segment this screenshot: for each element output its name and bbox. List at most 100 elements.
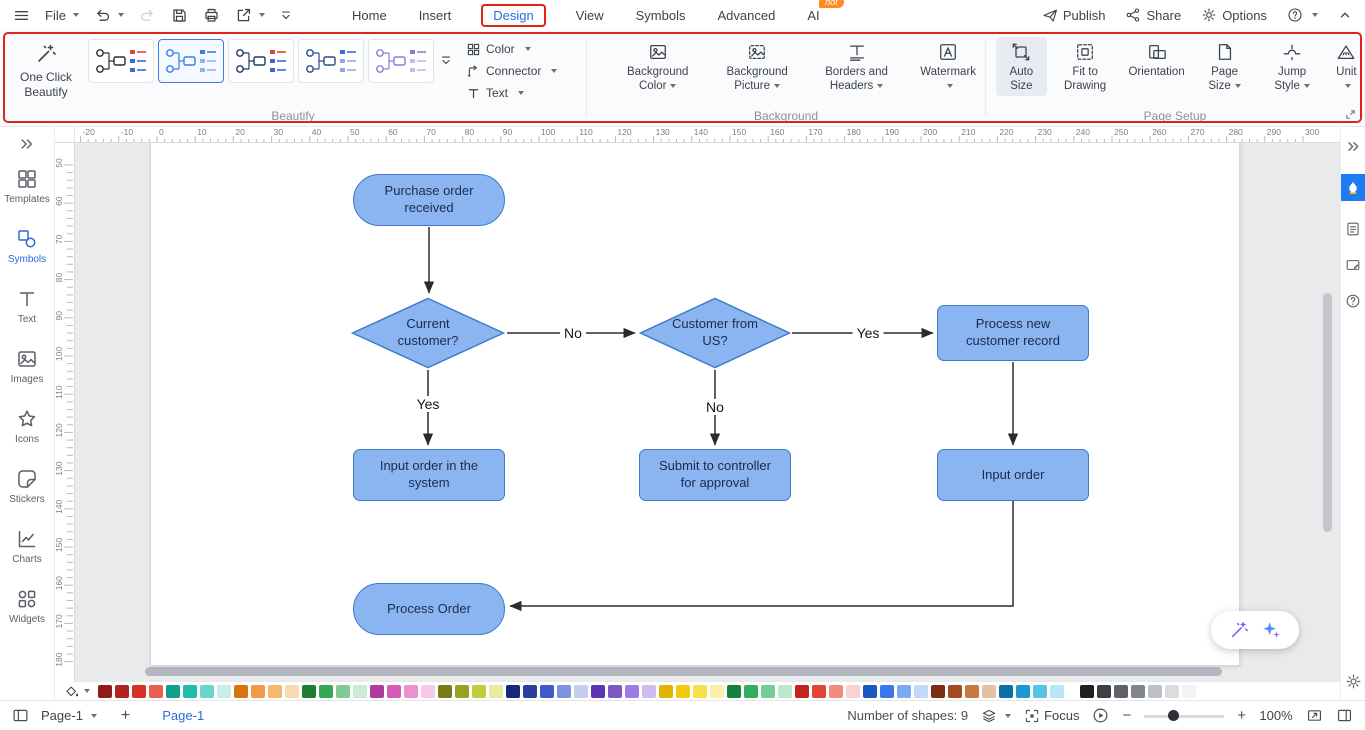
watermark-button[interactable]: Watermark [911, 37, 985, 96]
color-swatch[interactable] [506, 684, 520, 698]
gray-swatch[interactable] [1182, 684, 1196, 698]
gray-swatch[interactable] [1148, 684, 1162, 698]
color-swatch[interactable] [557, 684, 571, 698]
color-swatch[interactable] [115, 684, 129, 698]
tab-view[interactable]: View [574, 5, 606, 26]
sidebar-item-charts[interactable]: Charts [0, 516, 55, 576]
toolbar-more-button[interactable] [277, 7, 295, 23]
auto-size-button[interactable]: Auto Size [996, 37, 1047, 96]
document-panel-button[interactable] [1345, 221, 1361, 237]
flowchart-node[interactable]: Submit to controller for approval [639, 449, 791, 501]
color-swatch[interactable] [149, 684, 163, 698]
zoom-slider-thumb[interactable] [1168, 710, 1180, 721]
gray-swatch[interactable] [1114, 684, 1128, 698]
background-color-button[interactable]: Background Color [613, 37, 702, 96]
flowchart-node[interactable]: Purchase order received [353, 174, 505, 226]
fill-color-button[interactable] [65, 684, 90, 699]
color-swatch[interactable] [387, 684, 401, 698]
collapse-panel-button[interactable] [1346, 139, 1361, 154]
flowchart-node[interactable]: Input order [937, 449, 1089, 501]
color-swatch[interactable] [98, 684, 112, 698]
side-panel-toggle-button[interactable] [1336, 707, 1353, 724]
color-swatch[interactable] [812, 684, 826, 698]
sidebar-item-stickers[interactable]: Stickers [0, 456, 55, 516]
drawing-canvas[interactable]: Purchase order received Current customer?… [75, 143, 1340, 682]
gray-swatch[interactable] [1097, 684, 1111, 698]
color-swatch[interactable] [931, 684, 945, 698]
layers-button[interactable] [981, 708, 1012, 724]
presentation-play-button[interactable] [1092, 707, 1109, 724]
orientation-button[interactable]: Orientation [1123, 37, 1189, 96]
settings-button[interactable] [1345, 673, 1362, 690]
whiteboard-panel-button[interactable] [1345, 257, 1361, 273]
connector-dropdown[interactable]: Connector [467, 61, 558, 81]
color-swatch[interactable] [761, 684, 775, 698]
gray-swatch[interactable] [1080, 684, 1094, 698]
color-swatch[interactable] [846, 684, 860, 698]
color-swatch[interactable] [710, 684, 724, 698]
color-swatch[interactable] [982, 684, 996, 698]
sidebar-item-images[interactable]: Images [0, 336, 55, 396]
color-swatch[interactable] [1050, 684, 1064, 698]
beautify-style-4[interactable] [298, 39, 364, 83]
tab-advanced[interactable]: Advanced [715, 5, 777, 26]
beautify-style-3[interactable] [228, 39, 294, 83]
gray-swatch[interactable] [1131, 684, 1145, 698]
share-button[interactable]: Share [1122, 5, 1184, 25]
color-swatch[interactable] [591, 684, 605, 698]
undo-button[interactable] [91, 5, 127, 26]
flowchart-node[interactable]: Current customer? [351, 297, 505, 369]
color-swatch[interactable] [132, 684, 146, 698]
color-swatch[interactable] [829, 684, 843, 698]
text-dropdown[interactable]: Text [467, 83, 557, 103]
help-panel-button[interactable] [1345, 293, 1361, 309]
color-swatch[interactable] [948, 684, 962, 698]
color-swatch[interactable] [183, 684, 197, 698]
expand-sidebar-button[interactable] [19, 136, 35, 152]
color-swatch[interactable] [778, 684, 792, 698]
print-button[interactable] [200, 5, 223, 26]
color-swatch[interactable] [336, 684, 350, 698]
tab-symbols[interactable]: Symbols [634, 5, 688, 26]
flowchart-connector[interactable] [509, 501, 1014, 612]
add-page-button[interactable]: + [120, 706, 131, 724]
horizontal-scrollbar[interactable] [145, 667, 1222, 676]
color-swatch[interactable] [455, 684, 469, 698]
tab-ai[interactable]: AI hot [805, 0, 844, 26]
color-swatch[interactable] [353, 684, 367, 698]
color-swatch[interactable] [693, 684, 707, 698]
beautify-style-2[interactable] [158, 39, 224, 83]
gray-swatch[interactable] [1165, 684, 1179, 698]
sidebar-item-text[interactable]: Text [0, 276, 55, 336]
sidebar-item-templates[interactable]: Templates [0, 156, 55, 216]
beautify-wand-button[interactable] [1229, 620, 1249, 640]
sidebar-item-symbols[interactable]: Symbols [0, 216, 55, 276]
color-swatch[interactable] [608, 684, 622, 698]
zoom-in-button[interactable]: + [1237, 707, 1246, 724]
color-swatch[interactable] [166, 684, 180, 698]
color-swatch[interactable] [965, 684, 979, 698]
canvas-page[interactable] [150, 143, 1240, 666]
tab-design[interactable]: Design [481, 3, 546, 27]
color-swatch[interactable] [642, 684, 656, 698]
save-button[interactable] [168, 5, 191, 26]
beautify-style-5[interactable] [368, 39, 434, 83]
format-panel-button[interactable] [1340, 174, 1365, 201]
color-swatch[interactable] [404, 684, 418, 698]
file-menu-button[interactable]: File [42, 6, 82, 25]
background-picture-button[interactable]: Background Picture [712, 37, 801, 96]
fit-to-drawing-button[interactable]: Fit to Drawing [1051, 37, 1120, 96]
color-swatch[interactable] [795, 684, 809, 698]
pages-panel-button[interactable] [12, 707, 29, 724]
color-swatch[interactable] [217, 684, 231, 698]
color-swatch[interactable] [268, 684, 282, 698]
ai-assistant-button[interactable] [1261, 620, 1281, 640]
export-button[interactable] [232, 5, 268, 26]
vertical-scrollbar[interactable] [1323, 293, 1332, 532]
color-swatch[interactable] [489, 684, 503, 698]
borders-and-headers-button[interactable]: Borders and Headers [812, 37, 901, 96]
focus-button[interactable]: Focus [1024, 708, 1079, 724]
color-swatch[interactable] [727, 684, 741, 698]
color-swatch[interactable] [897, 684, 911, 698]
page-tab-active[interactable]: Page-1 [162, 708, 205, 723]
